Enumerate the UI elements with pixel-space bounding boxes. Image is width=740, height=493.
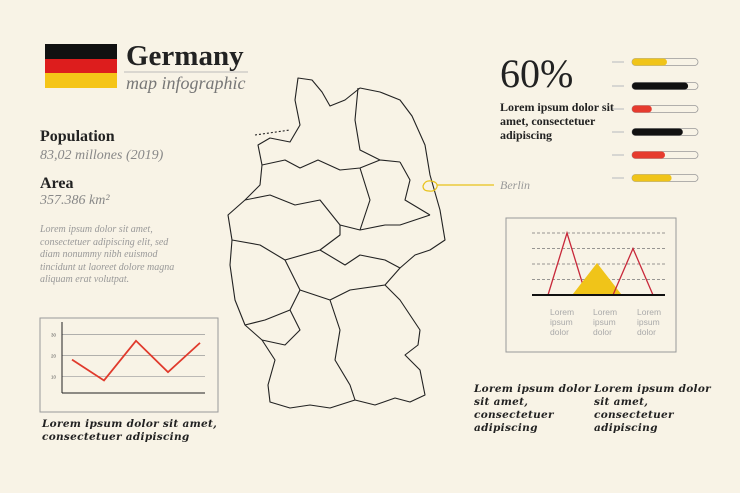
highlight-value: 60%	[500, 51, 574, 96]
description: Lorem ipsum dolor sit amet, consectetuer…	[40, 224, 175, 285]
highlight-text: Lorem ipsum dolor sit amet, consectetuer…	[500, 100, 614, 142]
progress-bar	[632, 82, 689, 90]
title: Germany	[126, 40, 244, 72]
progress-bar	[632, 105, 652, 113]
progress-bar	[632, 151, 665, 159]
note: Lorem ipsum dolor sit amet, consectetuer…	[594, 383, 711, 434]
progress-bar	[632, 128, 683, 136]
flag	[45, 44, 117, 88]
berlin-marker	[422, 180, 494, 192]
peak-chart-frame	[505, 217, 677, 353]
subtitle: map infographic	[126, 73, 246, 93]
stat-value: 357.386 km²	[40, 193, 110, 208]
y-tick-label: 20	[51, 353, 57, 358]
y-tick-label: 30	[51, 333, 57, 338]
category-label: Lorem ipsum dolor	[593, 307, 617, 337]
progress-bar	[632, 174, 672, 182]
germany-map	[227, 77, 446, 409]
category-label: Lorem ipsum dolor	[550, 307, 574, 337]
stat-value: 83,02 millones (2019)	[40, 148, 164, 163]
capital-label: Berlin	[500, 178, 530, 192]
progress-bar	[632, 58, 667, 66]
category-label: Lorem ipsum dolor	[637, 307, 661, 337]
note: Lorem ipsum dolor sit amet, consectetuer…	[474, 383, 591, 434]
peak	[547, 230, 587, 296]
peak	[612, 246, 654, 296]
stat-label: Area	[40, 175, 74, 192]
y-tick-label: 10	[51, 374, 57, 379]
stat-label: Population	[40, 128, 115, 145]
charts: 10 20 30 Lorem ipsum dolor Lorem ipsum dolor Lore…	[51, 58, 699, 394]
line-chart-frame	[39, 317, 219, 413]
line	[71, 339, 201, 382]
line-chart-caption: Lorem ipsum dolor sit amet, consectetuer…	[42, 418, 218, 443]
